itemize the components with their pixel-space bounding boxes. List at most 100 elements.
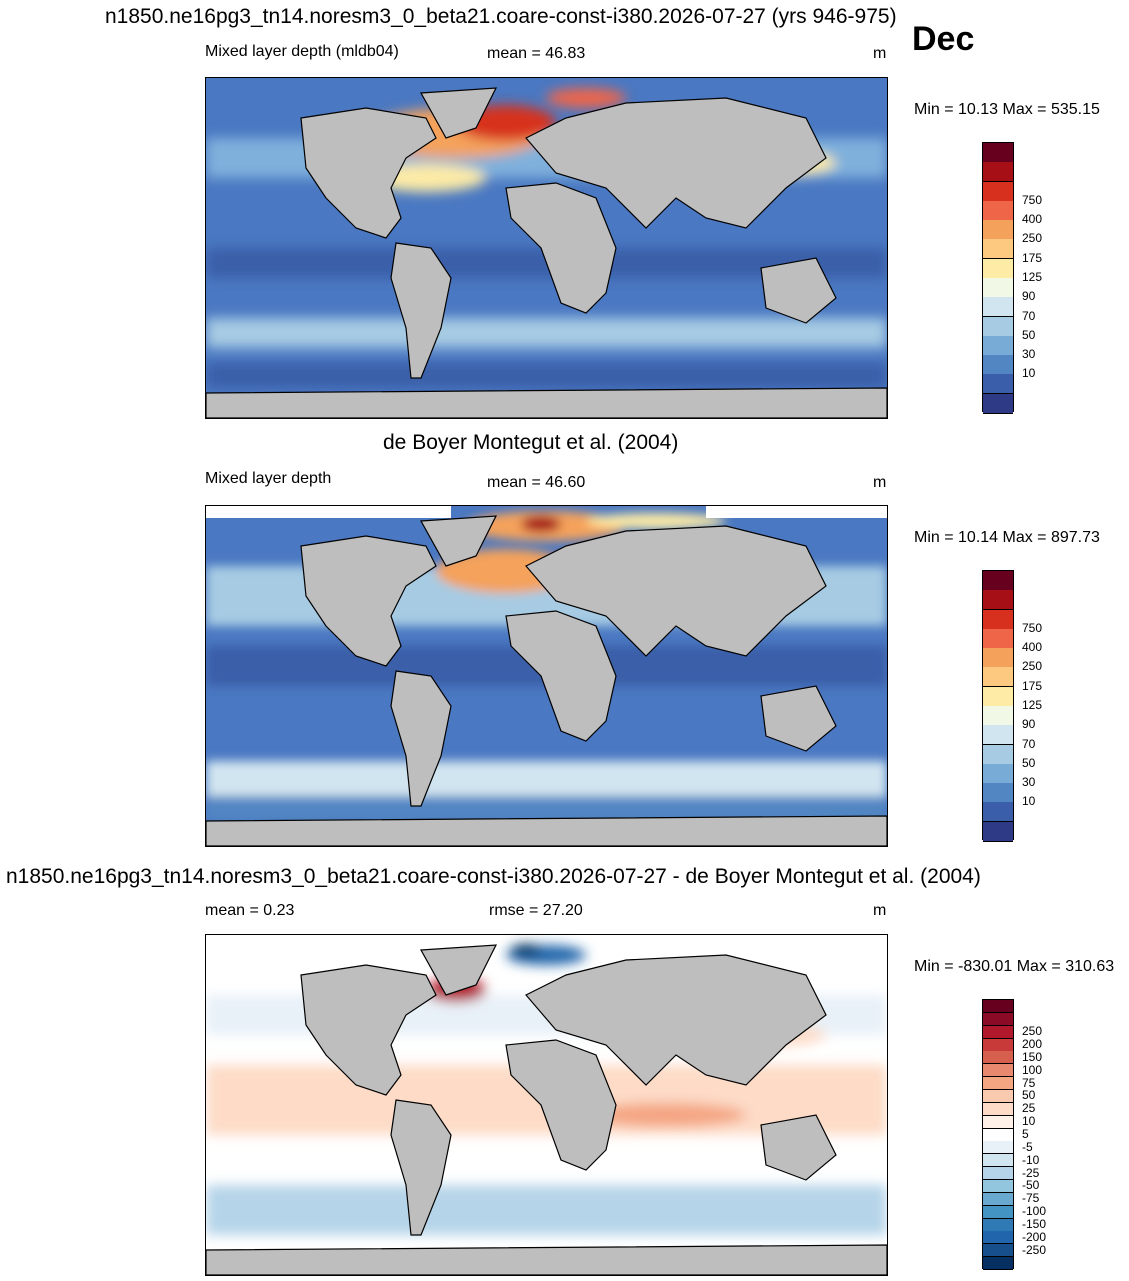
colorbar-tick-label: 30 — [1022, 347, 1036, 362]
panel1-minmax-label: Min = 10.13 Max = 535.15 — [914, 101, 1100, 118]
colorbar-tick-label: -50 — [1022, 1178, 1040, 1193]
colorbar-swatch — [983, 1167, 1013, 1181]
panel3-units-label: m — [873, 902, 887, 919]
colorbar-tick-label: 250 — [1022, 231, 1043, 246]
colorbar-swatch — [983, 609, 1013, 630]
colorbar-swatch — [983, 590, 1013, 611]
colorbar-tick-label: 30 — [1022, 775, 1036, 790]
colorbar-tick-label: -25 — [1022, 1165, 1040, 1180]
colorbar-tick-label: 100 — [1022, 1062, 1043, 1077]
colorbar-swatch — [983, 1128, 1013, 1142]
colorbar-tick-label: -250 — [1022, 1242, 1047, 1257]
colorbar-tick-label: -150 — [1022, 1217, 1047, 1231]
panel2-colorbar: 750 400 250 175 125 90 70 50 30 10 — [982, 570, 1042, 842]
colorbar-swatch — [983, 181, 1013, 202]
colorbar-swatch — [983, 162, 1013, 183]
colorbar-swatch — [983, 648, 1013, 669]
colorbar-tick-label: 10 — [1022, 1114, 1036, 1129]
colorbar-swatch — [983, 628, 1013, 649]
panel3-map-svg — [206, 935, 887, 1275]
colorbar-swatch — [983, 783, 1013, 804]
colorbar-tick-label: 200 — [1022, 1037, 1043, 1051]
colorbar-swatch — [983, 335, 1013, 356]
colorbar-swatch — [983, 821, 1013, 842]
panel3-section-title: n1850.ne16pg3_tn14.noresm3_0_beta21.coar… — [6, 865, 981, 888]
panel1-continents — [206, 87, 887, 418]
panel2-minmax-label: Min = 10.14 Max = 897.73 — [914, 529, 1100, 546]
panel3-map — [205, 934, 888, 1276]
colorbar-tick-label: 50 — [1022, 1088, 1036, 1103]
panel3-colorbar-swatches — [982, 999, 1014, 1271]
colorbar-tick-label: -100 — [1022, 1204, 1047, 1219]
colorbar-swatch — [983, 1038, 1013, 1052]
colorbar-tick-label: -200 — [1022, 1229, 1047, 1244]
colorbar-tick-label: 50 — [1022, 327, 1036, 342]
panel2-map-svg — [206, 506, 887, 846]
colorbar-tick-label: -10 — [1022, 1152, 1040, 1167]
colorbar-tick-label: -75 — [1022, 1191, 1040, 1206]
panel1-map-svg — [206, 78, 887, 418]
colorbar-tick-label: 250 — [1022, 659, 1043, 674]
panel2-colorbar-swatches — [982, 570, 1014, 842]
figure-title: n1850.ne16pg3_tn14.noresm3_0_beta21.coar… — [105, 5, 897, 28]
colorbar-swatch — [983, 220, 1013, 241]
colorbar-swatch — [983, 763, 1013, 784]
colorbar-swatch — [983, 143, 1013, 163]
colorbar-swatch — [983, 744, 1013, 765]
colorbar-swatch — [983, 706, 1013, 726]
colorbar-tick-label: 175 — [1022, 678, 1043, 693]
panel2-continents — [206, 515, 887, 846]
colorbar-tick-label: 25 — [1022, 1101, 1036, 1116]
colorbar-swatch — [983, 1077, 1013, 1091]
colorbar-swatch — [983, 200, 1013, 221]
colorbar-swatch — [983, 1218, 1013, 1232]
colorbar-tick-label: 75 — [1022, 1075, 1036, 1090]
colorbar-swatch — [983, 374, 1013, 395]
colorbar-swatch — [983, 258, 1013, 279]
panel3-minmax-label: Min = -830.01 Max = 310.63 — [914, 958, 1115, 975]
colorbar-swatch — [983, 355, 1013, 376]
colorbar-swatch — [983, 1192, 1013, 1206]
colorbar-swatch — [983, 1064, 1013, 1078]
colorbar-swatch — [983, 1205, 1013, 1219]
colorbar-tick-label: 50 — [1022, 755, 1036, 770]
colorbar-tick-label: 10 — [1022, 794, 1036, 809]
colorbar-swatch — [983, 667, 1013, 688]
colorbar-swatch — [983, 1231, 1013, 1245]
colorbar-swatch — [983, 1180, 1013, 1193]
colorbar-swatch — [983, 1012, 1013, 1026]
colorbar-swatch — [983, 1257, 1013, 1271]
colorbar-swatch — [983, 239, 1013, 260]
panel2-map — [205, 505, 888, 847]
colorbar-swatch — [983, 1244, 1013, 1258]
colorbar-swatch — [983, 1051, 1013, 1065]
panel2-units-label: m — [873, 474, 887, 491]
colorbar-tick-label: 150 — [1022, 1049, 1043, 1064]
colorbar-tick-label: 70 — [1022, 308, 1036, 323]
colorbar-tick-label: 250 — [1022, 1024, 1043, 1039]
panel3-mean-label: mean = 0.23 — [205, 902, 295, 919]
panel3-rmse-label: rmse = 27.20 — [489, 902, 583, 919]
colorbar-swatch — [983, 1102, 1013, 1116]
colorbar-swatch — [983, 1141, 1013, 1155]
colorbar-swatch — [983, 802, 1013, 823]
colorbar-tick-label: 125 — [1022, 698, 1043, 712]
colorbar-swatch — [983, 1025, 1013, 1039]
panel3-continents — [206, 944, 887, 1275]
colorbar-tick-label: 750 — [1022, 192, 1043, 207]
panel3-colorbar: 250 200 150 100 75 50 25 10 5 -5 -10 -25 -50 -75 -100-… — [982, 999, 1046, 1271]
colorbar-tick-label: 125 — [1022, 270, 1043, 284]
colorbar-swatch — [983, 297, 1013, 318]
colorbar-tick-label: 400 — [1022, 640, 1043, 655]
colorbar-tick-label: 175 — [1022, 250, 1043, 265]
panel2-mean-label: mean = 46.60 — [487, 474, 586, 491]
colorbar-swatch — [983, 725, 1013, 746]
colorbar-tick-label: 750 — [1022, 620, 1043, 635]
colorbar-tick-label: 90 — [1022, 717, 1036, 732]
colorbar-swatch — [983, 686, 1013, 707]
colorbar-tick-label: 90 — [1022, 289, 1036, 304]
panel1-colorbar-swatches — [982, 142, 1014, 414]
panel2-section-title: de Boyer Montegut et al. (2004) — [383, 431, 679, 454]
panel1-mean-label: mean = 46.83 — [487, 45, 586, 62]
colorbar-swatch — [983, 316, 1013, 337]
